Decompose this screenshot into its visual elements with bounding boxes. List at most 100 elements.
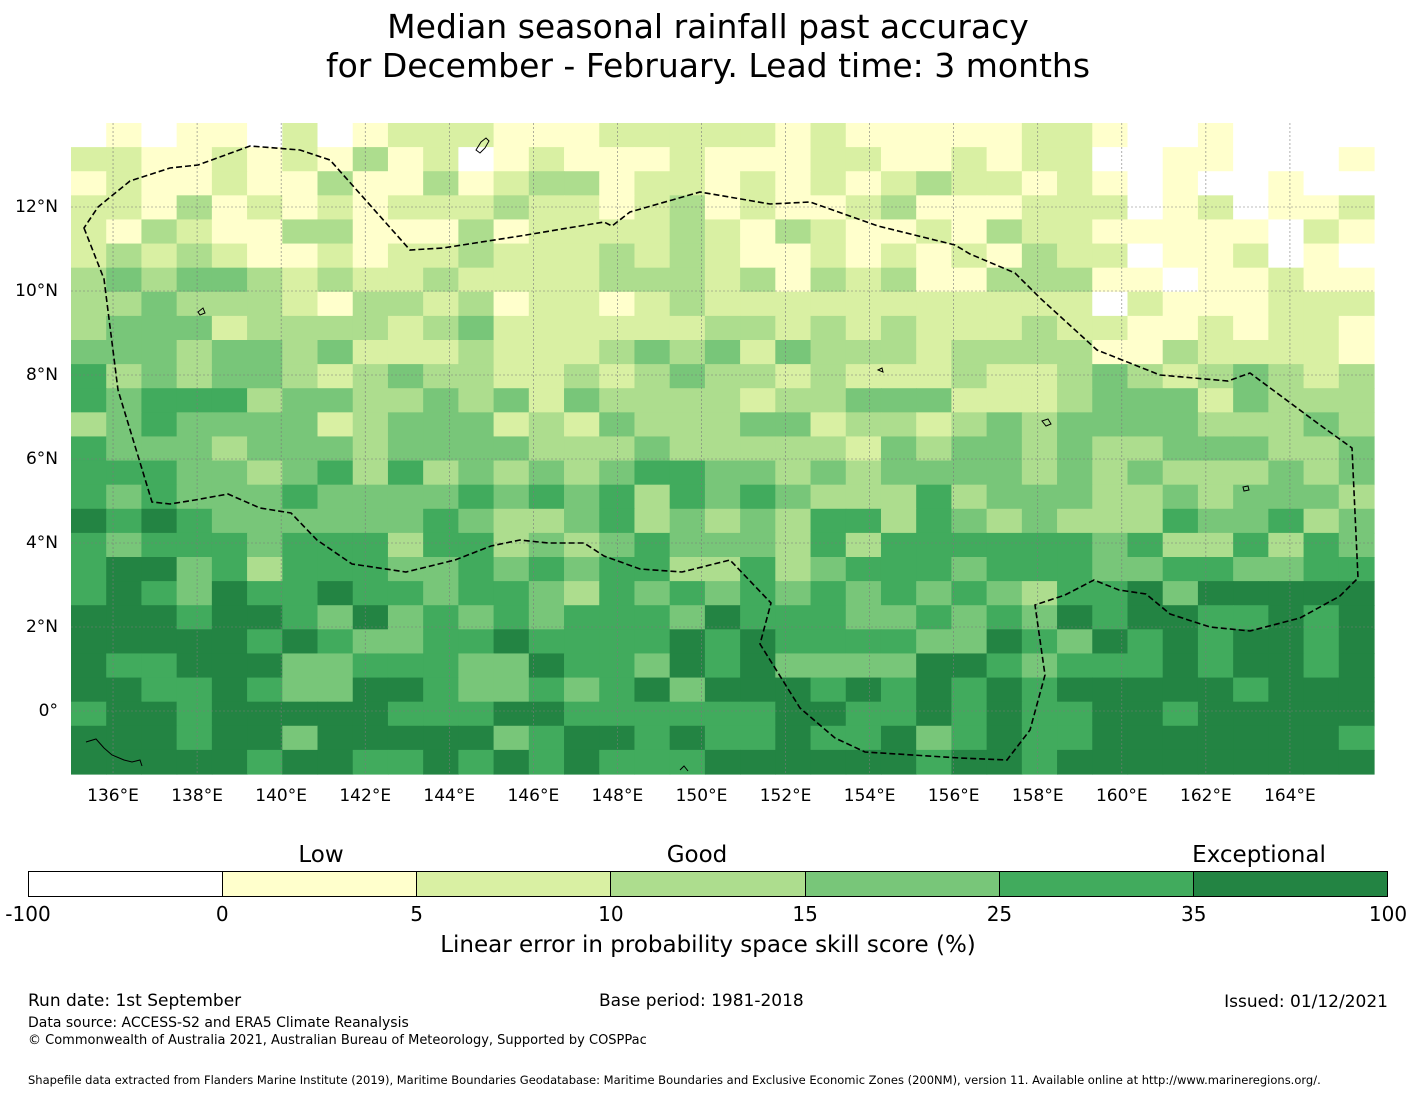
- skill-cell: [247, 315, 283, 341]
- latitude-label: 12°N: [15, 197, 58, 217]
- skill-cell: [211, 315, 248, 341]
- skill-cell: [1057, 388, 1093, 413]
- skill-cell: [916, 243, 953, 269]
- skill-cell: [528, 508, 565, 534]
- skill-cell: [845, 436, 882, 462]
- skill-cell: [1057, 701, 1093, 727]
- skill-cell: [986, 460, 1023, 486]
- skill-cell: [740, 484, 776, 510]
- skill-cell: [986, 195, 1023, 221]
- skill-cell: [247, 653, 283, 679]
- skill-cell: [458, 195, 495, 221]
- skill-cell: [528, 195, 565, 221]
- skill-cell: [1057, 291, 1093, 317]
- skill-cell: [916, 508, 953, 534]
- skill-cell: [1092, 460, 1129, 486]
- skill-cell: [775, 267, 812, 293]
- skill-cell: [951, 508, 988, 534]
- skill-cell: [423, 195, 459, 221]
- skill-cell: [704, 749, 741, 775]
- skill-cell: [176, 677, 213, 703]
- skill-cell: [669, 508, 706, 534]
- skill-cell: [387, 484, 424, 510]
- skill-cell: [880, 195, 917, 221]
- skill-cell: [71, 484, 107, 510]
- skill-cell: [986, 291, 1023, 317]
- skill-cell: [1127, 749, 1164, 775]
- skill-cell: [1338, 725, 1375, 751]
- skill-cell: [141, 629, 178, 655]
- skill-cell: [247, 436, 283, 462]
- skill-cell: [634, 725, 671, 751]
- skill-cell: [1021, 677, 1058, 703]
- skill-cell: [634, 219, 671, 245]
- skill-cell: [493, 749, 530, 775]
- skill-cell: [282, 147, 319, 172]
- skill-cell: [1268, 629, 1305, 655]
- skill-cell: [1197, 123, 1234, 148]
- skill-cell: [1162, 629, 1199, 655]
- skill-cell: [634, 605, 671, 630]
- skill-cell: [176, 653, 213, 679]
- run-date: Run date: 1st September: [28, 991, 242, 1011]
- skill-cell: [1127, 557, 1164, 582]
- skill-cell: [1162, 171, 1199, 196]
- skill-cell: [282, 364, 319, 389]
- skill-cell: [845, 219, 882, 245]
- skill-cell: [1057, 677, 1093, 703]
- skill-cell: [775, 219, 812, 245]
- skill-cell: [845, 725, 882, 751]
- skill-cell: [176, 508, 213, 534]
- skill-cell: [247, 364, 283, 389]
- skill-cell: [71, 581, 107, 606]
- skill-cell: [282, 532, 319, 558]
- skill-cell: [176, 412, 213, 438]
- skill-cell: [1162, 291, 1199, 317]
- skill-cell: [387, 147, 424, 172]
- skill-cell: [1268, 605, 1305, 630]
- skill-cell: [71, 701, 107, 727]
- skill-cell: [387, 532, 424, 558]
- skill-cell: [176, 460, 213, 486]
- skill-cell: [1162, 412, 1199, 438]
- skill-cell: [1303, 219, 1340, 245]
- skill-cell: [951, 701, 988, 727]
- skill-cell: [493, 677, 530, 703]
- skill-cell: [775, 460, 812, 486]
- skill-cell: [458, 436, 495, 462]
- skill-cell: [1092, 605, 1129, 630]
- skill-cell: [71, 388, 107, 413]
- skill-cell: [704, 388, 741, 413]
- skill-cell: [493, 701, 530, 727]
- skill-cell: [810, 749, 847, 775]
- skill-cell: [247, 219, 283, 245]
- skill-cell: [493, 340, 530, 365]
- skill-cell: [986, 243, 1023, 269]
- skill-cell: [211, 653, 248, 679]
- skill-cell: [141, 123, 178, 148]
- skill-cell: [1162, 460, 1199, 486]
- skill-cell: [951, 677, 988, 703]
- skill-cell: [810, 677, 847, 703]
- skill-cell: [669, 701, 706, 727]
- skill-cell: [352, 436, 389, 462]
- skill-cell: [458, 267, 495, 293]
- skill-cell: [634, 653, 671, 679]
- skill-cell: [880, 605, 917, 630]
- skill-cell: [1268, 171, 1305, 196]
- skill-cell: [211, 460, 248, 486]
- skill-cell: [423, 629, 459, 655]
- skill-cell: [810, 123, 847, 148]
- skill-cell: [352, 557, 389, 582]
- skill-cell: [669, 412, 706, 438]
- skill-cell: [423, 532, 459, 558]
- skill-cell: [810, 364, 847, 389]
- skill-cell: [458, 171, 495, 196]
- colorbar-tick-label: 25: [986, 902, 1013, 926]
- skill-cell: [599, 653, 636, 679]
- skill-cell: [1021, 749, 1058, 775]
- skill-cell: [106, 123, 143, 148]
- skill-cell: [1268, 267, 1305, 293]
- skill-cell: [247, 123, 283, 148]
- skill-cell: [564, 484, 600, 510]
